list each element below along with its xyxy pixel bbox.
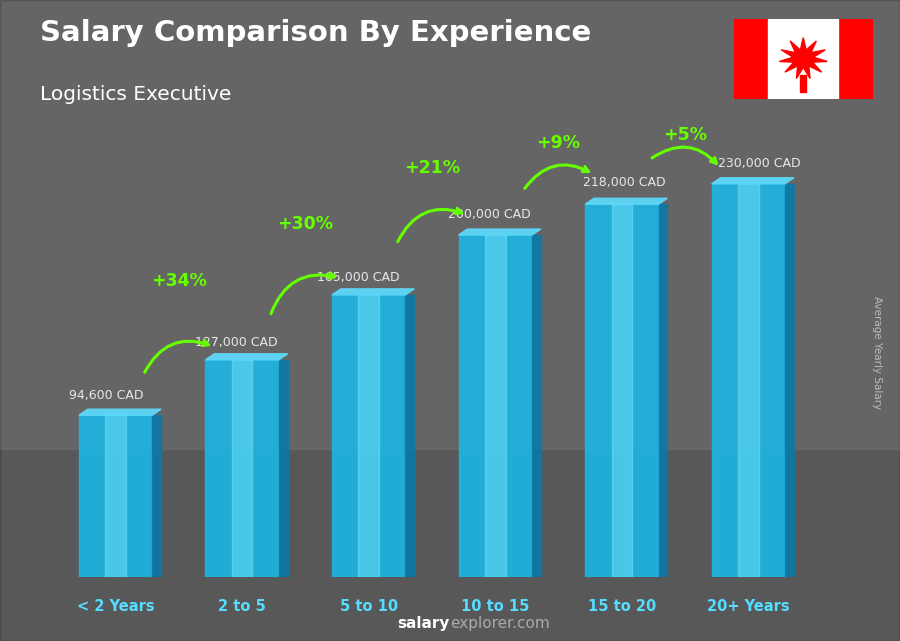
- Polygon shape: [659, 204, 668, 577]
- Bar: [332, 295, 405, 577]
- Bar: [105, 415, 126, 577]
- Text: +30%: +30%: [277, 215, 333, 233]
- Text: +5%: +5%: [663, 126, 707, 144]
- Text: Average Yearly Salary: Average Yearly Salary: [872, 296, 883, 409]
- Polygon shape: [532, 235, 541, 577]
- Text: < 2 Years: < 2 Years: [76, 599, 155, 614]
- Bar: [485, 235, 506, 577]
- Polygon shape: [405, 295, 414, 577]
- Text: explorer.com: explorer.com: [450, 616, 550, 631]
- Bar: [232, 360, 252, 577]
- Text: 165,000 CAD: 165,000 CAD: [317, 271, 400, 283]
- Bar: [712, 184, 785, 577]
- Text: 94,600 CAD: 94,600 CAD: [68, 389, 143, 403]
- Bar: [612, 204, 632, 577]
- Bar: [738, 184, 759, 577]
- Polygon shape: [205, 354, 288, 360]
- Bar: [585, 204, 659, 577]
- Bar: [459, 235, 532, 577]
- Text: 15 to 20: 15 to 20: [588, 599, 656, 614]
- Text: 5 to 10: 5 to 10: [339, 599, 398, 614]
- Text: 2 to 5: 2 to 5: [219, 599, 266, 614]
- Bar: [838, 19, 873, 99]
- Text: 230,000 CAD: 230,000 CAD: [718, 157, 801, 170]
- Text: +9%: +9%: [536, 134, 580, 152]
- Text: salary: salary: [398, 616, 450, 631]
- Polygon shape: [785, 184, 794, 577]
- Text: 10 to 15: 10 to 15: [461, 599, 529, 614]
- Text: Logistics Executive: Logistics Executive: [40, 85, 232, 104]
- Bar: [205, 360, 279, 577]
- Polygon shape: [79, 409, 161, 415]
- Bar: [769, 19, 838, 99]
- Text: 218,000 CAD: 218,000 CAD: [582, 176, 665, 189]
- Polygon shape: [459, 229, 541, 235]
- Polygon shape: [712, 178, 794, 184]
- Bar: [800, 76, 806, 92]
- Text: Salary Comparison By Experience: Salary Comparison By Experience: [40, 19, 592, 47]
- Polygon shape: [152, 415, 161, 577]
- Polygon shape: [332, 289, 414, 295]
- Polygon shape: [279, 360, 288, 577]
- Text: +21%: +21%: [404, 159, 460, 177]
- Bar: [734, 19, 769, 99]
- Text: 127,000 CAD: 127,000 CAD: [195, 336, 278, 349]
- Polygon shape: [779, 38, 827, 78]
- Bar: [358, 295, 379, 577]
- Text: +34%: +34%: [151, 272, 207, 290]
- Bar: [79, 415, 152, 577]
- Text: 20+ Years: 20+ Years: [707, 599, 789, 614]
- Polygon shape: [585, 198, 668, 204]
- Text: 200,000 CAD: 200,000 CAD: [448, 208, 531, 221]
